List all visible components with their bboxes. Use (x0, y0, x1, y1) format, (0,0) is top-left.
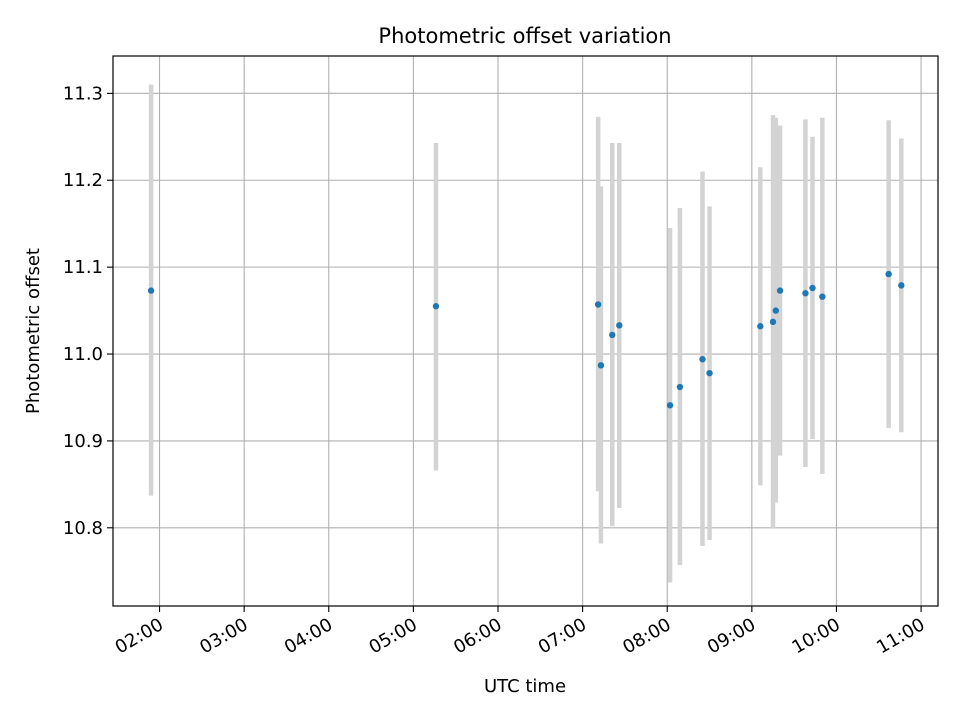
y-tick-label: 11.0 (63, 344, 103, 365)
data-point (769, 318, 777, 326)
plot-area-frame (112, 55, 939, 607)
x-axis-title: UTC time (484, 676, 566, 697)
data-point (819, 293, 826, 300)
y-axis-ticks: 10.8 10.9 11.0 11.1 11.2 11.3 (63, 83, 113, 539)
data-point (802, 290, 809, 297)
y-tick-label: 11.3 (63, 83, 103, 104)
data-point (885, 270, 892, 278)
data-point (776, 287, 784, 294)
y-tick-label: 11.2 (63, 170, 103, 191)
chart-title: Photometric offset variation (378, 24, 671, 48)
data-point (616, 322, 623, 329)
data-point (757, 323, 764, 330)
data-point (594, 301, 602, 308)
data-point (609, 331, 616, 339)
data-point (597, 362, 605, 369)
data-points (147, 270, 905, 409)
data-point (666, 402, 674, 409)
y-axis-title: Photometric offset (23, 248, 44, 414)
y-tick-label: 10.8 (63, 518, 103, 539)
data-point (432, 303, 440, 310)
y-tick-label: 10.9 (63, 431, 103, 452)
y-tick-label: 11.1 (63, 257, 103, 278)
data-point (706, 369, 713, 377)
grid (113, 56, 938, 606)
data-point (147, 287, 155, 294)
data-point (809, 284, 816, 292)
data-point (772, 307, 780, 314)
data-point (898, 282, 905, 289)
data-point (676, 383, 684, 391)
data-point (699, 356, 706, 363)
